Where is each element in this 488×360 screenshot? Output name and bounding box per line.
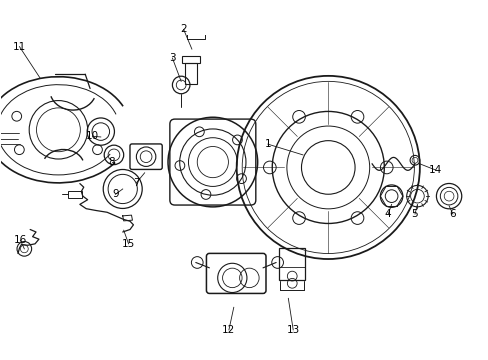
Bar (278, 248, 305, 280)
Text: 5: 5 (411, 209, 417, 219)
Bar (184, 63, 196, 84)
Text: 6: 6 (449, 209, 455, 219)
Text: 3: 3 (169, 53, 175, 63)
Text: 1: 1 (264, 139, 271, 149)
Text: 16: 16 (14, 235, 27, 245)
Text: 7: 7 (133, 178, 140, 188)
Text: 4: 4 (384, 209, 391, 219)
Text: 2: 2 (180, 24, 186, 35)
Text: 15: 15 (122, 239, 135, 249)
Text: 12: 12 (222, 325, 235, 335)
Text: 11: 11 (13, 42, 26, 51)
Text: 8: 8 (108, 157, 115, 167)
Text: 10: 10 (86, 131, 99, 141)
Text: 9: 9 (112, 189, 119, 199)
Text: 14: 14 (428, 165, 441, 175)
Bar (68, 191, 81, 198)
Bar (182, 55, 199, 63)
Text: 13: 13 (286, 325, 299, 335)
